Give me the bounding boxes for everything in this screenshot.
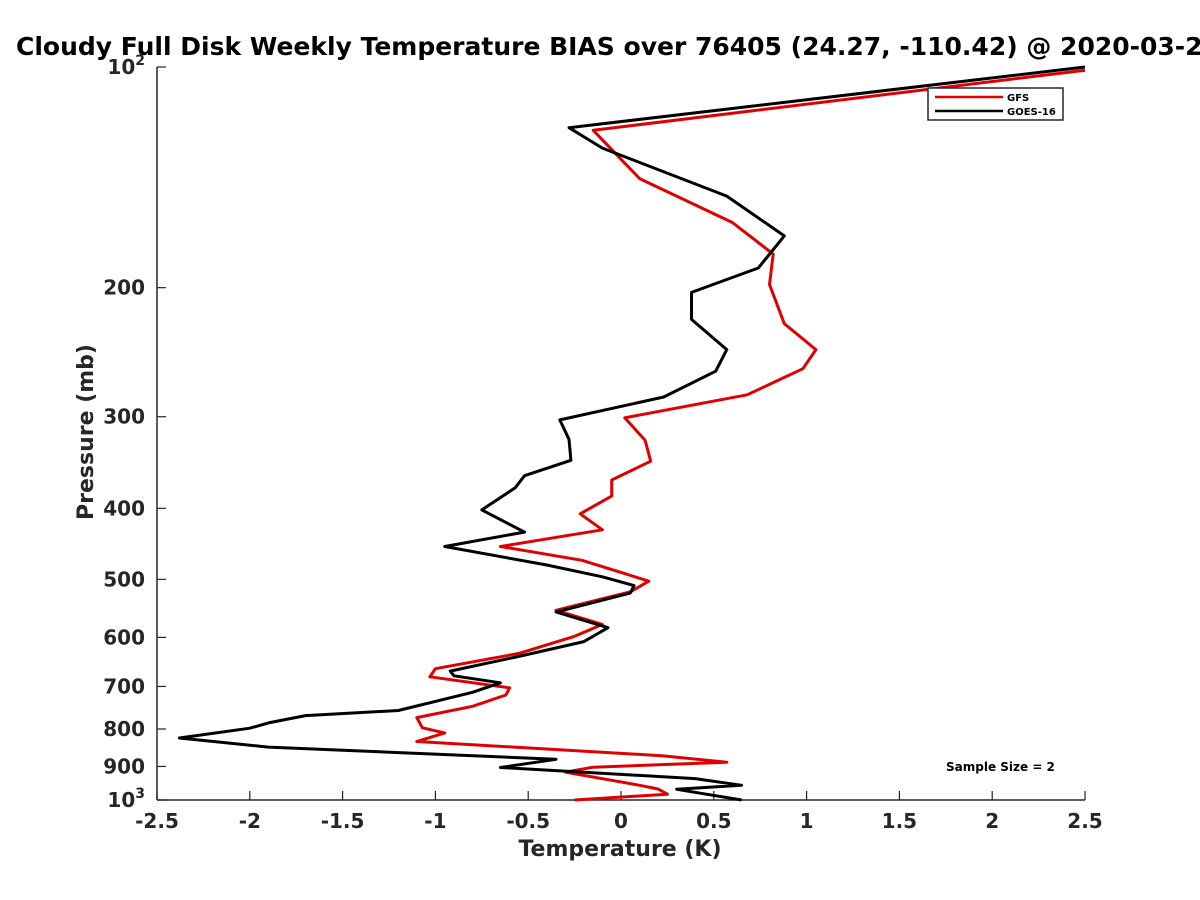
x-tick-label: 0	[614, 809, 628, 833]
y-axis-label: Pressure (mb)	[74, 344, 99, 520]
y-tick-label: 700	[103, 674, 145, 698]
sample-size-annotation: Sample Size = 2	[946, 760, 1055, 774]
y-tick-label: 103	[107, 786, 145, 812]
x-tick-label: 1.5	[882, 809, 917, 833]
legend-label: GFS	[1007, 93, 1029, 104]
series-line-gfs	[415, 68, 1086, 802]
y-tick-label: 102	[107, 53, 145, 79]
x-tick-label: -2.5	[135, 809, 179, 833]
x-tick-label: -1	[424, 809, 446, 833]
x-tick-label: -1.5	[321, 809, 365, 833]
x-tick-label: 0.5	[696, 809, 731, 833]
y-tick-label: 600	[103, 625, 145, 649]
legend: GFS GOES-16	[927, 87, 1064, 121]
x-tick-label: 1	[800, 809, 814, 833]
y-tick-label: 400	[103, 496, 145, 520]
x-tick-label: 2	[985, 809, 999, 833]
plot-axes: -2.5 -2 -1.5 -1 -0.5 0 0.5 1 1.5 2 2.5 102 200 300 400…	[103, 53, 1102, 833]
series-line-goes-16	[177, 65, 1086, 802]
legend-label: GOES-16	[1007, 107, 1056, 118]
y-tick-label: 300	[103, 405, 145, 429]
series-lines	[177, 65, 1086, 802]
chart-title: Cloudy Full Disk Weekly Temperature BIAS…	[16, 32, 1200, 61]
y-tick-label: 200	[103, 276, 145, 300]
y-tick-label: 800	[103, 717, 145, 741]
y-tick-label: 900	[103, 754, 145, 778]
x-tick-label: 2.5	[1067, 809, 1102, 833]
legend-box	[927, 87, 1064, 121]
x-axis-label: Temperature (K)	[518, 837, 721, 862]
x-tick-label: -0.5	[506, 809, 550, 833]
x-tick-label: -2	[239, 809, 261, 833]
y-tick-label: 500	[103, 567, 145, 591]
